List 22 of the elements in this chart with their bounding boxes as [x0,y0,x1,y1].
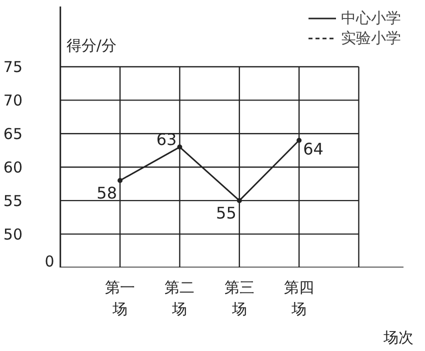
text: 0 [44,252,54,270]
x-tick-label: 第四场 [284,278,314,318]
x-tick-label: 第三场 [224,278,254,318]
legend-label: 中心小学 [341,8,401,28]
x-axis-title: 场次 [382,328,414,346]
y-tick-label: 60 [3,158,23,177]
data-label: 55 [216,204,236,223]
point [236,198,242,204]
point [296,138,302,143]
legend-label: 实验小学 [341,28,401,48]
x-tick-label: 第二场 [164,278,195,318]
point [118,178,123,183]
y-tick-label: 65 [3,125,23,144]
data-label: 58 [96,184,118,202]
y-tick-label: 75 [3,58,23,76]
y-tick-label: 70 [3,92,23,110]
point [177,144,182,150]
x-tick-label: 第一场 [105,278,136,318]
data-label: 64 [303,139,324,158]
y-tick-label: 55 [3,192,23,210]
y-axis-title: 得分/分 [66,36,116,55]
y-tick-label: 50 [3,226,23,244]
